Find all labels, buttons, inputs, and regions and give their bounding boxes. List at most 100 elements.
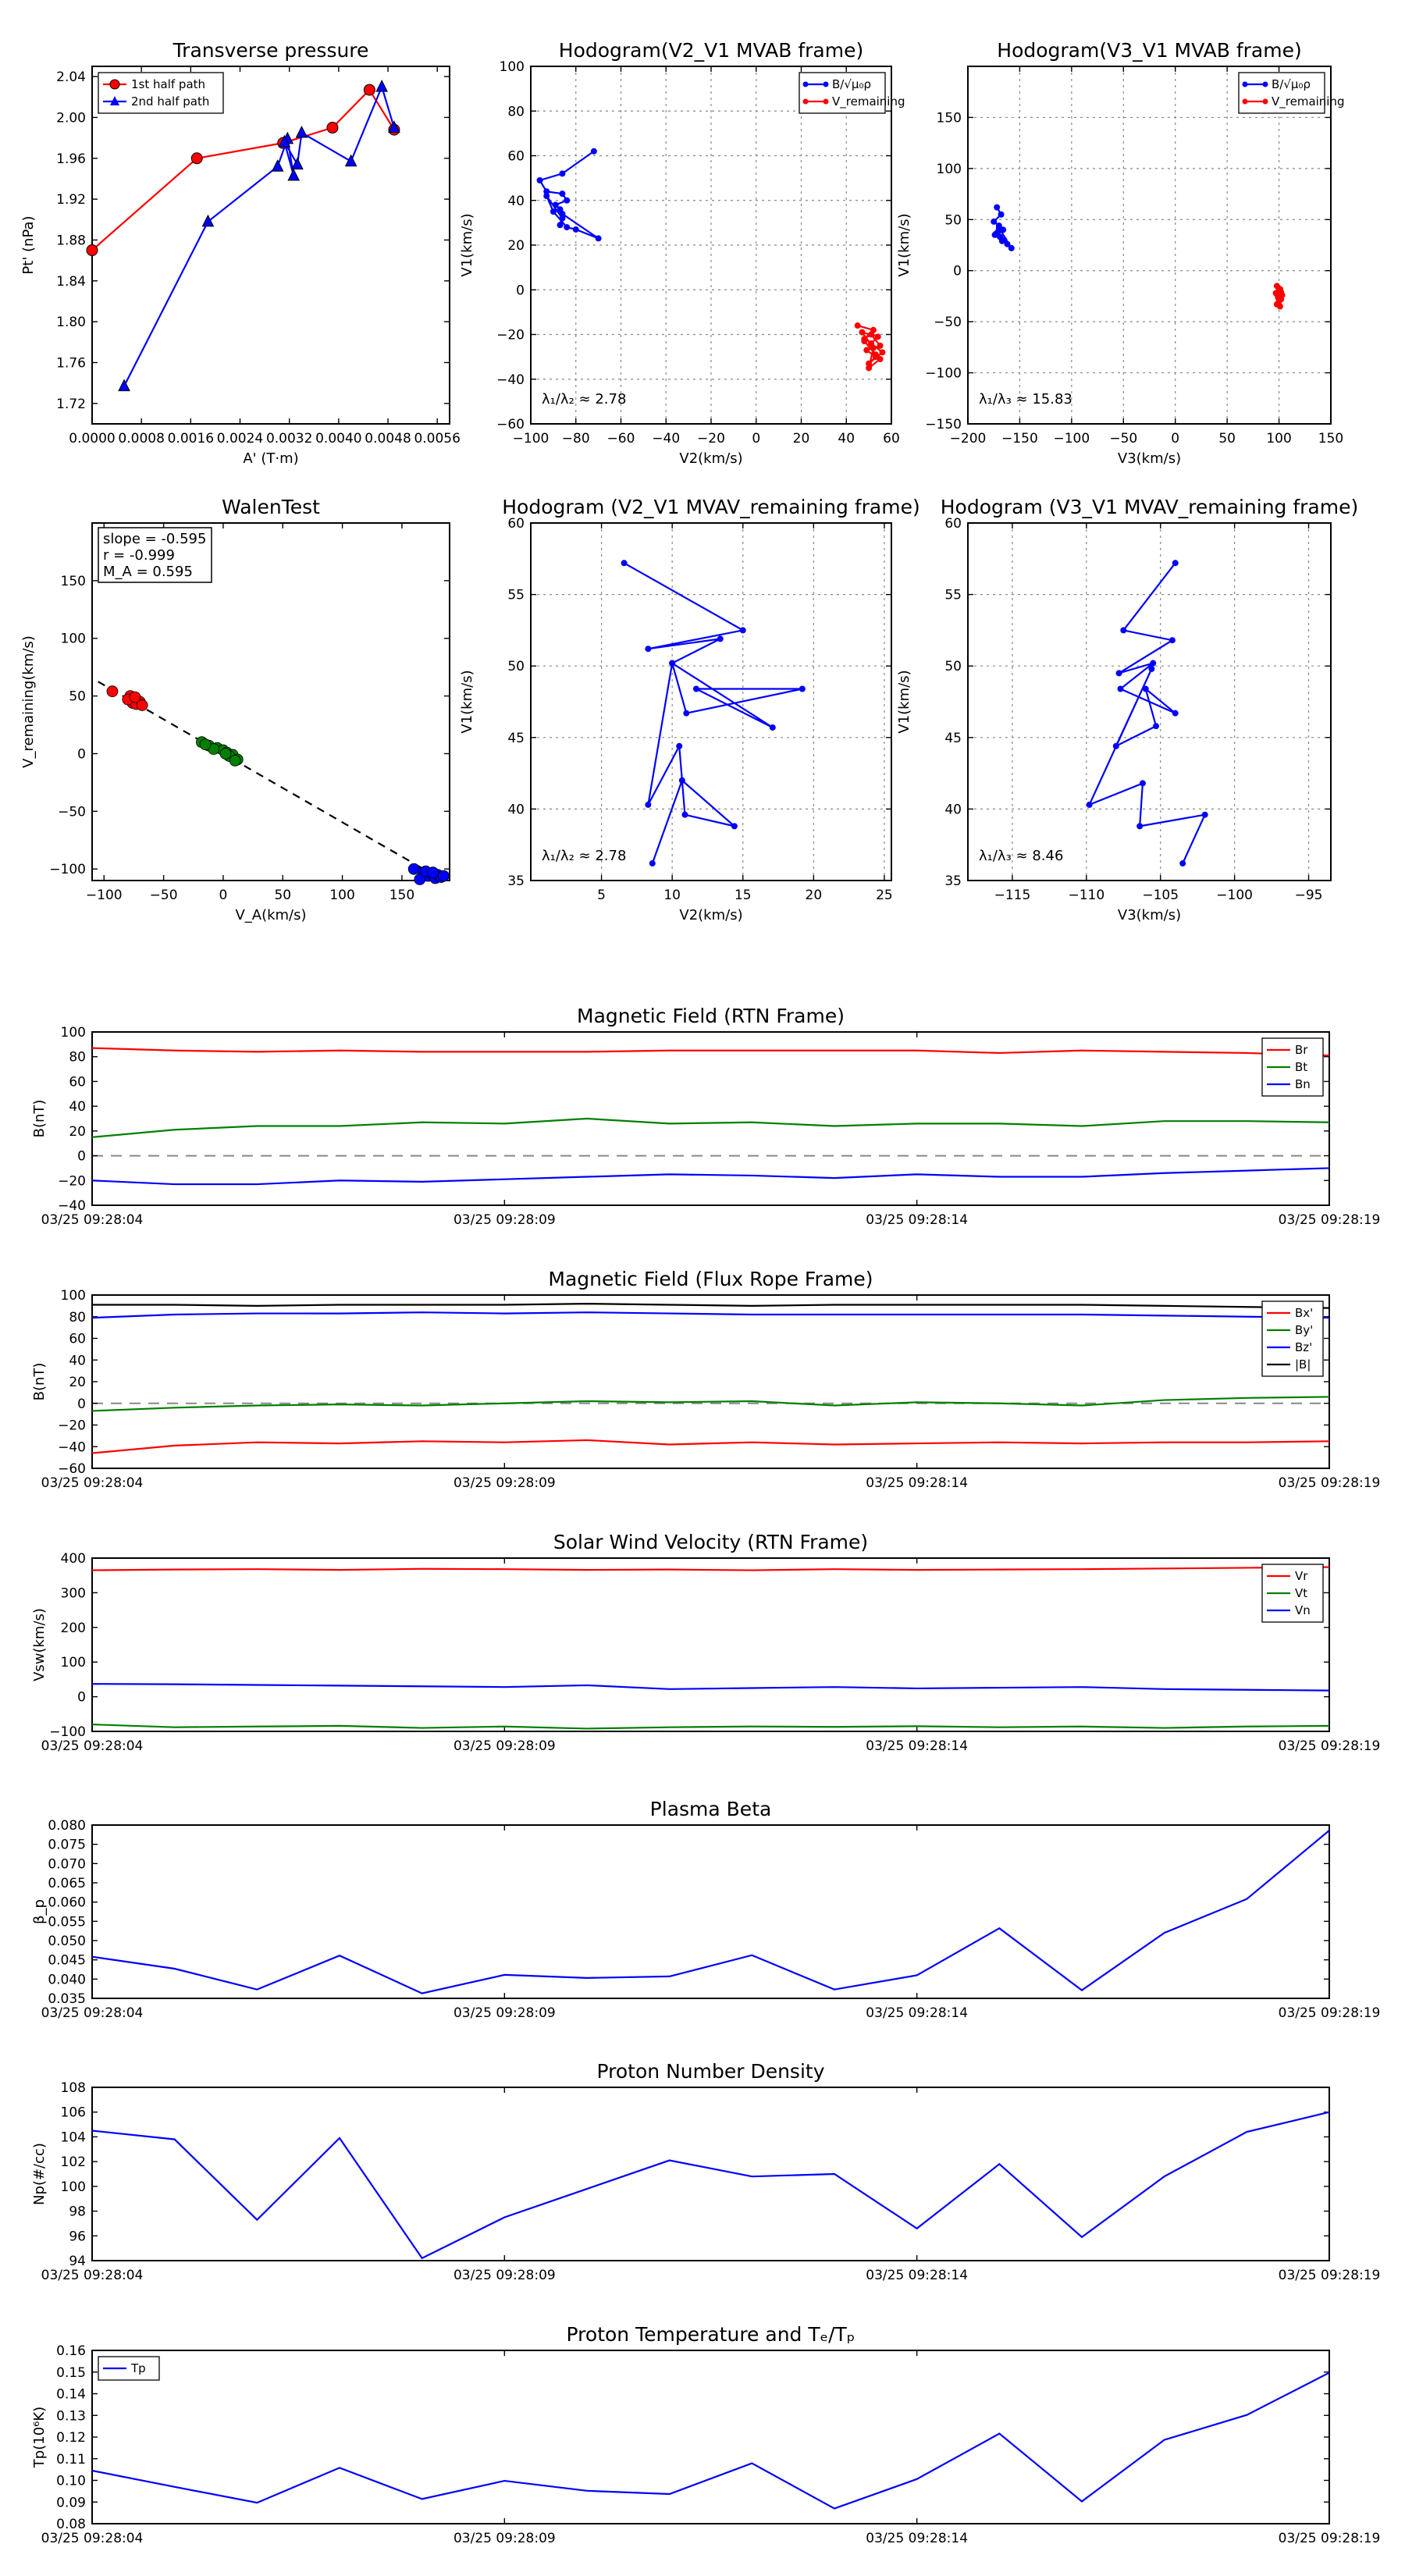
chart-walen: −100 −50 0 50 100 150 −100 −50 0 50 100 150 WalenTes…	[20, 496, 450, 923]
x-tick-label: 0.0000	[69, 431, 115, 447]
series-br	[91, 1047, 1330, 1057]
data-point	[645, 801, 652, 808]
data-point	[1153, 723, 1160, 730]
x-axis-label: V_A(km/s)	[235, 907, 306, 923]
data-point	[536, 176, 543, 183]
series-line	[91, 2111, 1330, 2260]
x-tick-label: −60	[607, 431, 635, 447]
data-point	[388, 120, 400, 133]
legend-label: Bz'	[1295, 1340, 1312, 1354]
y-tick-label: 50	[944, 212, 962, 228]
y-tick-label: 0	[77, 746, 86, 762]
series-tp	[91, 2371, 1330, 2510]
data-point	[739, 627, 746, 634]
plot-frame	[91, 2087, 1330, 2261]
data-point	[1168, 637, 1176, 644]
data-point	[199, 738, 212, 751]
y-tick-label: 102	[61, 2154, 86, 2170]
plot-frame	[91, 1557, 1330, 1732]
legend-label: Bn	[1295, 1077, 1311, 1091]
plot-frame	[530, 522, 892, 881]
series-line	[91, 1683, 1330, 1692]
y-tick-label: 0.15	[56, 2365, 86, 2381]
chart-bfield: 03/25 09:28:04 03/25 09:28:09 03/25 09:28:…	[31, 1005, 1380, 1228]
series-path	[1086, 560, 1208, 867]
x-tick-label: 0.0016	[168, 431, 214, 447]
y-tick-label: 50	[507, 659, 525, 674]
data-point	[564, 197, 571, 204]
y-tick-label: 80	[69, 1310, 86, 1325]
legend-marker	[823, 81, 829, 87]
x-tick-label: 03/25 09:28:19	[1279, 1475, 1381, 1491]
data-point	[799, 685, 806, 692]
legend: Vr Vt Vn	[1261, 1564, 1324, 1623]
plot-frame	[967, 66, 1332, 425]
data-point	[559, 190, 566, 197]
y-axis-label: B(nT)	[31, 1363, 48, 1401]
chart-title: Solar Wind Velocity (RTN Frame)	[553, 1531, 868, 1553]
data-point	[559, 210, 566, 217]
y-tick-label: 100	[61, 632, 86, 647]
series-line	[91, 1167, 1330, 1186]
data-point	[1179, 860, 1186, 867]
series-v-remaining	[1272, 283, 1286, 310]
legend: Tp	[98, 2356, 160, 2381]
y-tick-label: −150	[925, 417, 962, 432]
data-point	[190, 152, 203, 165]
legend-label: Bx'	[1295, 1306, 1313, 1320]
y-tick-label: 1.96	[56, 151, 86, 167]
x-tick-label: −50	[150, 888, 178, 903]
x-tick-label: 20	[793, 431, 810, 447]
chart-title: Transverse pressure	[173, 39, 369, 62]
y-tick-label: 20	[507, 238, 525, 254]
data-point	[991, 218, 998, 225]
y-tick-label: 60	[69, 1074, 86, 1090]
x-tick-label: −80	[562, 431, 590, 447]
series-b-	[991, 204, 1015, 251]
x-tick-label: −100	[513, 431, 550, 447]
y-tick-label: 20	[69, 1375, 86, 1390]
data-point	[344, 154, 357, 167]
series-line	[1087, 562, 1207, 864]
legend: B/√μ₀ρ V_remaining	[799, 72, 905, 114]
y-tick-label: 1.76	[56, 355, 86, 371]
data-point	[991, 231, 998, 238]
x-tick-label: 0	[752, 431, 760, 447]
chart-title: Magnetic Field (RTN Frame)	[577, 1005, 845, 1027]
legend: B/√μ₀ρ V_remaining	[1238, 72, 1345, 114]
data-point	[995, 224, 1002, 231]
series-line	[91, 1311, 1330, 1319]
x-tick-label: 03/25 09:28:04	[41, 2531, 144, 2546]
data-point	[859, 329, 866, 336]
y-tick-label: −20	[58, 1418, 86, 1434]
data-point	[1117, 685, 1124, 692]
chart-np: 03/25 09:28:04 03/25 09:28:09 03/25 09:28:…	[31, 2060, 1380, 2283]
chart-hodo12: −100 −80 −60 −40 −20 0 20 40 60 −60 −40 −20 0 20 40 60 8…	[459, 39, 905, 467]
y-tick-label: 100	[61, 1288, 86, 1304]
series-b-	[536, 148, 602, 242]
data-point	[872, 351, 879, 358]
data-point	[678, 777, 685, 784]
y-tick-label: 104	[61, 2129, 86, 2145]
data-point	[326, 122, 339, 134]
y-tick-label: 0.14	[56, 2387, 86, 2403]
legend-marker	[1262, 98, 1268, 105]
series-line	[91, 1439, 1330, 1454]
series-line	[624, 562, 803, 864]
data-point	[118, 379, 130, 392]
legend-label: Vr	[1295, 1569, 1308, 1583]
x-tick-label: 03/25 09:28:09	[454, 1738, 556, 1754]
series-vt	[91, 1724, 1330, 1730]
y-tick-label: 0.10	[56, 2474, 86, 2489]
plot-frame	[91, 2350, 1330, 2524]
data-point	[106, 685, 119, 698]
x-tick-label: 0.0032	[266, 431, 312, 447]
data-point	[866, 360, 873, 367]
x-tick-label: 03/25 09:28:09	[454, 2531, 556, 2546]
y-tick-label: 0.035	[48, 1991, 86, 2007]
data-point	[543, 193, 550, 200]
y-tick-label: −40	[58, 1198, 86, 1214]
legend-box	[1238, 72, 1325, 114]
data-point	[427, 866, 439, 879]
